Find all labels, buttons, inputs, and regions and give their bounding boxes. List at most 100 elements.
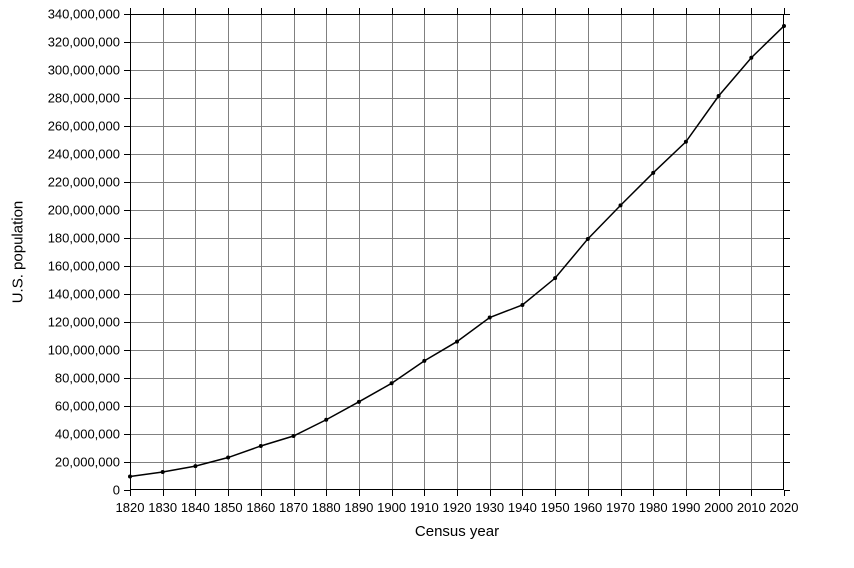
x-tick-label: 1850 [214, 500, 243, 515]
y-tick-label: 200,000,000 [48, 203, 120, 218]
x-tick-label: 1870 [279, 500, 308, 515]
y-tick-right [784, 154, 790, 155]
series-marker [455, 340, 459, 344]
y-tick-right [784, 490, 790, 491]
x-tick [359, 490, 360, 496]
series-marker [128, 475, 132, 479]
y-tick-right [784, 462, 790, 463]
series-marker [553, 276, 557, 280]
series-marker [619, 203, 623, 207]
series-marker [390, 381, 394, 385]
series-marker [357, 400, 361, 404]
x-tick [195, 490, 196, 496]
y-tick-right [784, 70, 790, 71]
series-marker [324, 418, 328, 422]
y-tick-label: 60,000,000 [55, 399, 120, 414]
y-tick-label: 80,000,000 [55, 371, 120, 386]
series-marker [226, 456, 230, 460]
x-tick-label: 2010 [737, 500, 766, 515]
x-tick-label: 2020 [770, 500, 799, 515]
x-tick-label: 1970 [606, 500, 635, 515]
y-tick-label: 220,000,000 [48, 175, 120, 190]
y-tick-right [784, 322, 790, 323]
series-marker [193, 464, 197, 468]
y-tick-right [784, 126, 790, 127]
y-tick-right [784, 210, 790, 211]
series-marker [684, 140, 688, 144]
x-tick-label: 2000 [704, 500, 733, 515]
x-axis-label: Census year [415, 523, 499, 540]
y-tick-right [784, 238, 790, 239]
x-tick [719, 490, 720, 496]
x-tick-label: 1820 [116, 500, 145, 515]
line-chart [130, 14, 784, 490]
series-marker [488, 316, 492, 320]
x-tick [490, 490, 491, 496]
x-tick-label: 1880 [312, 500, 341, 515]
y-tick-label: 300,000,000 [48, 63, 120, 78]
y-tick-label: 260,000,000 [48, 119, 120, 134]
x-tick [392, 490, 393, 496]
x-tick [130, 490, 131, 496]
x-tick [686, 490, 687, 496]
x-tick-label: 1980 [639, 500, 668, 515]
x-tick [621, 490, 622, 496]
y-tick-right [784, 182, 790, 183]
x-tick-label: 1840 [181, 500, 210, 515]
y-tick-right [784, 350, 790, 351]
y-tick-label: 180,000,000 [48, 231, 120, 246]
series-marker [422, 359, 426, 363]
y-tick-right [784, 14, 790, 15]
y-tick-right [784, 378, 790, 379]
x-tick-label: 1890 [344, 500, 373, 515]
x-tick [653, 490, 654, 496]
y-tick-right [784, 98, 790, 99]
x-tick [294, 490, 295, 496]
x-tick [163, 490, 164, 496]
x-tick [588, 490, 589, 496]
series-marker [520, 303, 524, 307]
x-tick-label: 1920 [443, 500, 472, 515]
series-marker [651, 171, 655, 175]
x-tick-label: 1950 [541, 500, 570, 515]
y-tick-label: 0 [113, 483, 120, 498]
y-tick-label: 140,000,000 [48, 287, 120, 302]
x-tick-label: 1940 [508, 500, 537, 515]
x-tick [424, 490, 425, 496]
x-tick [326, 490, 327, 496]
x-tick-label: 1830 [148, 500, 177, 515]
x-tick [228, 490, 229, 496]
series-marker [259, 444, 263, 448]
x-tick-label: 1900 [377, 500, 406, 515]
y-tick-right [784, 266, 790, 267]
series-marker [749, 56, 753, 60]
x-tick [522, 490, 523, 496]
y-tick-label: 160,000,000 [48, 259, 120, 274]
y-tick-label: 320,000,000 [48, 35, 120, 50]
x-tick-label: 1860 [246, 500, 275, 515]
x-tick [751, 490, 752, 496]
series-marker [292, 434, 296, 438]
y-tick [124, 490, 130, 491]
y-tick-label: 340,000,000 [48, 7, 120, 22]
x-tick-label: 1910 [410, 500, 439, 515]
y-tick-right [784, 294, 790, 295]
y-tick-right [784, 434, 790, 435]
y-tick-label: 280,000,000 [48, 91, 120, 106]
y-tick-label: 240,000,000 [48, 147, 120, 162]
series-line [130, 26, 784, 477]
series-layer [130, 14, 784, 490]
series-marker [717, 94, 721, 98]
x-tick-label: 1930 [475, 500, 504, 515]
y-tick-label: 40,000,000 [55, 427, 120, 442]
y-tick-right [784, 406, 790, 407]
y-tick-label: 20,000,000 [55, 455, 120, 470]
x-tick-label: 1990 [671, 500, 700, 515]
x-tick [261, 490, 262, 496]
y-tick-right [784, 42, 790, 43]
y-tick-label: 100,000,000 [48, 343, 120, 358]
x-tick [555, 490, 556, 496]
x-tick-label: 1960 [573, 500, 602, 515]
series-marker [586, 237, 590, 241]
y-tick-label: 120,000,000 [48, 315, 120, 330]
